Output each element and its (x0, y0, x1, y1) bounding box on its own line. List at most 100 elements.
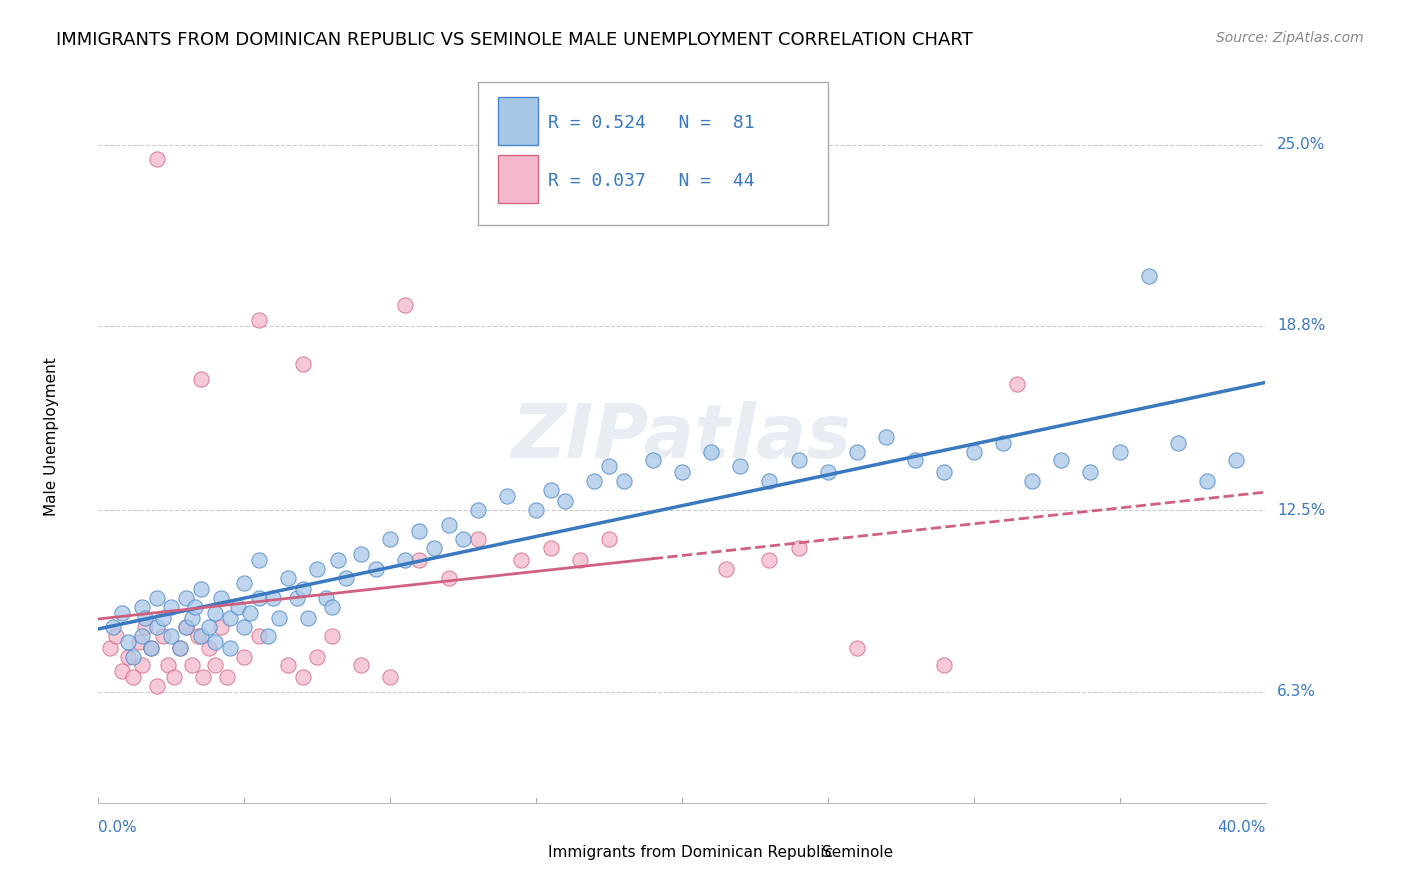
Point (98, 640, 121, 655)
Point (787, 541, 810, 556)
Point (962, 444, 984, 458)
Point (101, 620, 124, 634)
Point (510, 553, 533, 567)
Text: R = 0.037   N =  44: R = 0.037 N = 44 (548, 172, 755, 190)
Point (350, 547, 373, 561)
Point (277, 658, 299, 673)
Point (131, 658, 153, 673)
FancyBboxPatch shape (498, 97, 538, 145)
Point (131, 599, 153, 614)
Point (111, 606, 134, 620)
Point (846, 444, 869, 458)
Point (104, 629, 127, 643)
Point (568, 553, 591, 567)
Point (174, 620, 197, 634)
Text: Male Unemployment: Male Unemployment (44, 358, 59, 516)
Point (904, 453, 927, 467)
Point (817, 465, 839, 479)
Point (190, 582, 212, 597)
Point (364, 562, 387, 576)
FancyBboxPatch shape (513, 841, 541, 863)
Point (157, 658, 180, 673)
Point (540, 541, 562, 556)
Point (134, 620, 156, 634)
Point (641, 453, 664, 467)
Point (991, 436, 1014, 450)
Text: 18.8%: 18.8% (1277, 318, 1326, 334)
Point (193, 670, 215, 684)
Point (714, 562, 737, 576)
FancyBboxPatch shape (787, 841, 815, 863)
Point (1137, 269, 1160, 284)
Point (1021, 474, 1043, 488)
Point (183, 599, 205, 614)
Point (408, 524, 430, 538)
Point (122, 649, 145, 664)
Point (247, 553, 270, 567)
Text: 12.5%: 12.5% (1277, 503, 1326, 517)
Point (204, 658, 226, 673)
Point (524, 503, 547, 517)
Point (277, 570, 299, 584)
Point (117, 649, 139, 664)
FancyBboxPatch shape (498, 155, 538, 203)
Point (269, 611, 291, 625)
Point (335, 570, 357, 584)
Point (285, 591, 308, 605)
Text: 40.0%: 40.0% (1218, 821, 1265, 835)
Point (394, 298, 416, 312)
Point (262, 591, 284, 605)
Point (204, 606, 226, 620)
Point (146, 152, 169, 166)
Point (180, 658, 202, 673)
Point (174, 591, 197, 605)
Point (934, 465, 956, 479)
Point (146, 620, 169, 634)
Point (198, 640, 221, 655)
Point (291, 357, 314, 371)
Point (215, 670, 238, 684)
Point (163, 670, 186, 684)
Point (380, 670, 402, 684)
Point (239, 606, 262, 620)
Point (247, 629, 270, 643)
Point (598, 459, 620, 474)
Point (1195, 474, 1218, 488)
Point (467, 503, 489, 517)
Text: Source: ZipAtlas.com: Source: ZipAtlas.com (1216, 31, 1364, 45)
Point (128, 635, 150, 649)
Point (730, 459, 752, 474)
Text: Immigrants from Dominican Republic: Immigrants from Dominican Republic (548, 845, 832, 860)
Point (934, 658, 956, 673)
Text: 6.3%: 6.3% (1277, 684, 1316, 699)
Point (394, 553, 416, 567)
Point (423, 541, 446, 556)
Point (758, 553, 780, 567)
Point (174, 620, 197, 634)
Point (297, 611, 319, 625)
FancyBboxPatch shape (478, 82, 828, 225)
Point (209, 591, 232, 605)
Point (1007, 377, 1029, 392)
Point (496, 489, 519, 503)
Point (122, 670, 145, 684)
Point (152, 629, 174, 643)
Point (467, 533, 489, 547)
Point (598, 533, 620, 547)
Point (169, 640, 191, 655)
Text: 0.0%: 0.0% (98, 821, 138, 835)
Point (291, 582, 314, 597)
Point (233, 576, 256, 591)
Point (228, 599, 250, 614)
Point (437, 570, 460, 584)
Point (111, 664, 134, 678)
Point (1080, 465, 1102, 479)
Point (134, 611, 156, 625)
Point (875, 430, 897, 444)
Point (256, 629, 278, 643)
Point (218, 640, 240, 655)
Point (1167, 436, 1189, 450)
Point (291, 670, 314, 684)
Point (146, 679, 169, 693)
Point (190, 371, 212, 385)
